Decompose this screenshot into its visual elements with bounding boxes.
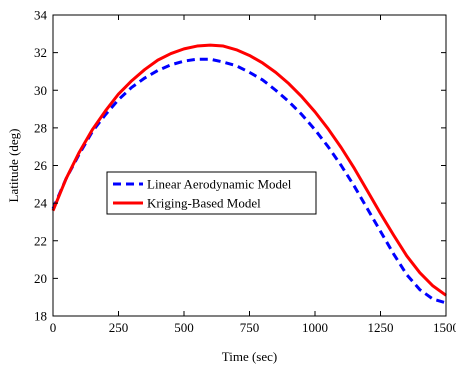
legend-label-linear-aerodynamic: Linear Aerodynamic Model <box>147 177 292 192</box>
x-tick-label: 1250 <box>368 320 394 335</box>
y-tick-label: 22 <box>34 233 47 248</box>
tick-labels: 0 250 500 750 1000 1250 1500 18 20 22 24 26 28 30 32 34 <box>34 8 456 336</box>
x-tick-label: 1000 <box>302 320 328 335</box>
y-tick-label: 24 <box>34 196 48 211</box>
legend: Linear Aerodynamic Model Kriging-Based M… <box>106 171 317 215</box>
y-tick-label: 26 <box>34 158 48 173</box>
y-tick-label: 34 <box>34 8 48 23</box>
x-tick-label: 1500 <box>433 320 456 335</box>
y-tick-label: 28 <box>34 120 47 135</box>
series-line-1 <box>51 43 447 297</box>
axis-ticks <box>52 14 447 317</box>
x-axis-label: Time (sec) <box>222 349 278 364</box>
x-tick-label: 500 <box>174 320 194 335</box>
legend-box <box>106 171 317 215</box>
x-tick-label: 0 <box>50 320 57 335</box>
y-axis-label: Latitude (deg) <box>6 129 21 203</box>
x-tick-label: 750 <box>240 320 260 335</box>
plot-lines <box>51 43 447 305</box>
y-tick-label: 30 <box>34 83 47 98</box>
y-tick-label: 18 <box>34 309 47 324</box>
x-tick-label: 250 <box>109 320 129 335</box>
series-line-0 <box>51 57 447 305</box>
y-tick-label: 20 <box>34 271 47 286</box>
y-tick-label: 32 <box>34 45 47 60</box>
legend-label-kriging: Kriging-Based Model <box>147 196 261 211</box>
